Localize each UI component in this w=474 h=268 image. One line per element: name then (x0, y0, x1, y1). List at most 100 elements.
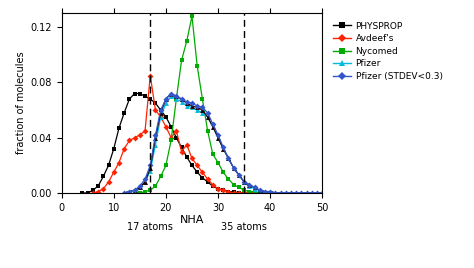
Pfizer (STDEV<0.3) (194, 104, 200, 107)
Nycomed (200, 98, 205, 101)
Pfizer (STDEV<0.3) (189, 102, 195, 105)
PHYSPROP (179, 146, 184, 149)
Avdeef's (210, 183, 216, 186)
Pfizer_cyan (278, 191, 283, 195)
Nycomed (142, 190, 148, 193)
PHYSPROP (111, 147, 117, 150)
PHYSPROP (137, 92, 143, 95)
Avdeef's (220, 189, 226, 192)
Pfizer_cyan (215, 136, 221, 139)
PHYSPROP (173, 136, 179, 139)
PHYSPROP (142, 95, 148, 98)
Pfizer (241, 180, 247, 184)
Pfizer (STDEV<0.3) (179, 98, 184, 101)
Pfizer (309, 191, 315, 195)
Pfizer (210, 125, 216, 128)
Line: Pfizer (STDEV<0.3): Pfizer (STDEV<0.3) (122, 91, 324, 195)
Nycomed (241, 189, 247, 192)
Pfizer (246, 183, 252, 186)
Nycomed (137, 191, 143, 195)
PHYSPROP (121, 111, 127, 114)
Pfizer (153, 136, 158, 139)
Pfizer (121, 191, 127, 195)
Avdeef's (257, 191, 263, 195)
Avdeef's (231, 191, 237, 195)
Avdeef's (90, 191, 96, 195)
Avdeef's (200, 171, 205, 174)
Nycomed (236, 186, 242, 189)
Legend: PHYSPROP, Avdeef's, Nycomed, Pfizer, Pfizer (STDEV<0.3): PHYSPROP, Avdeef's, Nycomed, Pfizer, Pfi… (329, 18, 446, 85)
Nycomed (252, 190, 257, 193)
Pfizer_cyan (304, 191, 310, 195)
Avdeef's (121, 147, 127, 150)
Pfizer_cyan (200, 111, 205, 114)
PHYSPROP (85, 191, 91, 195)
Avdeef's (168, 136, 174, 139)
Pfizer_cyan (210, 125, 216, 128)
PHYSPROP (158, 109, 164, 112)
Nycomed (231, 183, 237, 186)
Nycomed (173, 98, 179, 101)
Pfizer (STDEV<0.3) (319, 191, 325, 195)
Pfizer_cyan (121, 191, 127, 195)
PHYSPROP (168, 125, 174, 128)
Pfizer (273, 191, 278, 195)
Avdeef's (116, 161, 122, 164)
Avdeef's (194, 164, 200, 167)
Pfizer (STDEV<0.3) (142, 177, 148, 181)
PHYSPROP (231, 190, 237, 193)
PHYSPROP (246, 191, 252, 195)
Pfizer (173, 95, 179, 98)
Nycomed (210, 153, 216, 156)
PHYSPROP (106, 164, 111, 167)
Pfizer (STDEV<0.3) (273, 191, 278, 195)
Pfizer (231, 166, 237, 170)
Nycomed (184, 39, 190, 43)
Pfizer_cyan (142, 180, 148, 184)
Avdeef's (95, 190, 101, 193)
Avdeef's (267, 191, 273, 195)
Pfizer (142, 180, 148, 184)
PHYSPROP (215, 187, 221, 191)
Nycomed (215, 161, 221, 164)
Nycomed (220, 171, 226, 174)
PHYSPROP (210, 184, 216, 188)
Pfizer (STDEV<0.3) (309, 191, 315, 195)
Pfizer (STDEV<0.3) (173, 95, 179, 98)
Pfizer_cyan (189, 106, 195, 109)
Pfizer_cyan (184, 104, 190, 107)
Line: Pfizer_cyan: Pfizer_cyan (122, 94, 325, 195)
PHYSPROP (226, 190, 231, 193)
PHYSPROP (90, 189, 96, 192)
Pfizer_cyan (163, 102, 169, 105)
Avdeef's (132, 136, 137, 139)
Pfizer (257, 189, 263, 192)
Pfizer (319, 191, 325, 195)
Pfizer (STDEV<0.3) (241, 180, 247, 184)
Pfizer (200, 109, 205, 112)
Nycomed (262, 191, 268, 195)
Nycomed (179, 59, 184, 62)
Pfizer (STDEV<0.3) (299, 191, 304, 195)
Pfizer_cyan (283, 191, 289, 195)
Nycomed (189, 14, 195, 18)
PHYSPROP (189, 164, 195, 167)
Avdeef's (163, 125, 169, 128)
Pfizer (205, 116, 210, 119)
Pfizer (226, 157, 231, 160)
PHYSPROP (236, 191, 242, 195)
Pfizer (STDEV<0.3) (163, 98, 169, 101)
Pfizer_cyan (236, 173, 242, 177)
Avdeef's (147, 74, 153, 77)
Pfizer_cyan (231, 166, 237, 170)
Pfizer (304, 191, 310, 195)
Nycomed (163, 164, 169, 167)
Pfizer_cyan (173, 98, 179, 101)
Pfizer_cyan (147, 169, 153, 173)
Nycomed (158, 175, 164, 178)
Pfizer_cyan (314, 191, 320, 195)
Pfizer (STDEV<0.3) (205, 111, 210, 114)
PHYSPROP (257, 191, 263, 195)
Avdeef's (184, 143, 190, 146)
Pfizer (STDEV<0.3) (278, 191, 283, 195)
